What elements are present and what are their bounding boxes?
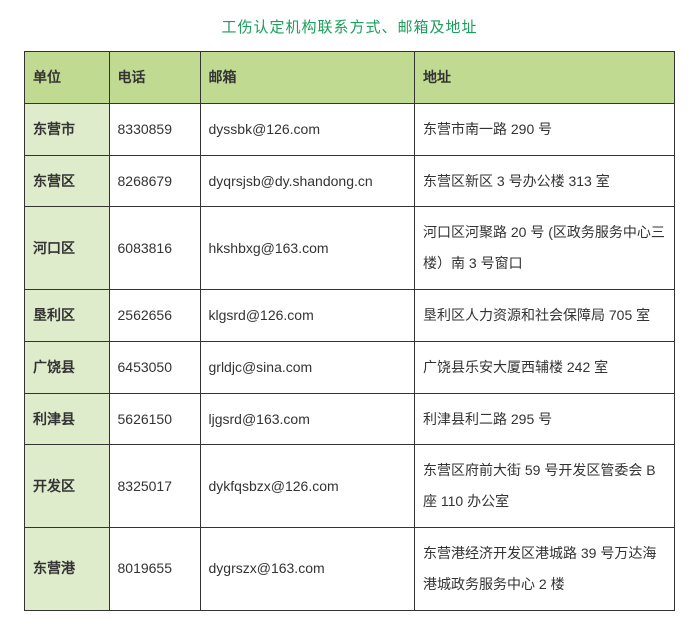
table-row: 东营港8019655dygrszx@163.com东营港经济开发区港城路 39 … (25, 527, 675, 610)
cell-address: 利津县利二路 295 号 (415, 393, 675, 445)
table-row: 开发区8325017dykfqsbzx@126.com东营区府前大街 59 号开… (25, 445, 675, 528)
page-title: 工伤认定机构联系方式、邮箱及地址 (24, 16, 675, 37)
cell-unit: 东营市 (25, 103, 110, 155)
table-header-row: 单位 电话 邮箱 地址 (25, 52, 675, 104)
cell-unit: 东营区 (25, 155, 110, 207)
cell-phone: 6083816 (109, 207, 200, 290)
cell-address: 东营区新区 3 号办公楼 313 室 (415, 155, 675, 207)
cell-unit: 利津县 (25, 393, 110, 445)
cell-address: 东营市南一路 290 号 (415, 103, 675, 155)
table-row: 河口区6083816hkshbxg@163.com河口区河聚路 20 号 (区政… (25, 207, 675, 290)
cell-address: 东营区府前大街 59 号开发区管委会 B 座 110 办公室 (415, 445, 675, 528)
cell-email: klgsrd@126.com (200, 289, 415, 341)
col-phone: 电话 (109, 52, 200, 104)
table-row: 东营市8330859dyssbk@126.com东营市南一路 290 号 (25, 103, 675, 155)
cell-unit: 开发区 (25, 445, 110, 528)
cell-address: 河口区河聚路 20 号 (区政务服务中心三楼）南 3 号窗口 (415, 207, 675, 290)
cell-phone: 8019655 (109, 527, 200, 610)
cell-email: dyqrsjsb@dy.shandong.cn (200, 155, 415, 207)
cell-email: dygrszx@163.com (200, 527, 415, 610)
col-address: 地址 (415, 52, 675, 104)
cell-unit: 垦利区 (25, 289, 110, 341)
cell-phone: 8268679 (109, 155, 200, 207)
cell-phone: 5626150 (109, 393, 200, 445)
cell-phone: 8330859 (109, 103, 200, 155)
cell-phone: 8325017 (109, 445, 200, 528)
col-unit: 单位 (25, 52, 110, 104)
cell-email: dykfqsbzx@126.com (200, 445, 415, 528)
table-row: 广饶县6453050grldjc@sina.com广饶县乐安大厦西辅楼 242 … (25, 341, 675, 393)
cell-address: 广饶县乐安大厦西辅楼 242 室 (415, 341, 675, 393)
cell-email: ljgsrd@163.com (200, 393, 415, 445)
cell-phone: 2562656 (109, 289, 200, 341)
cell-unit: 河口区 (25, 207, 110, 290)
table-row: 利津县5626150ljgsrd@163.com利津县利二路 295 号 (25, 393, 675, 445)
cell-phone: 6453050 (109, 341, 200, 393)
contact-table: 单位 电话 邮箱 地址 东营市8330859dyssbk@126.com东营市南… (24, 51, 675, 611)
cell-email: grldjc@sina.com (200, 341, 415, 393)
table-row: 垦利区2562656klgsrd@126.com垦利区人力资源和社会保障局 70… (25, 289, 675, 341)
cell-email: dyssbk@126.com (200, 103, 415, 155)
cell-unit: 广饶县 (25, 341, 110, 393)
cell-address: 垦利区人力资源和社会保障局 705 室 (415, 289, 675, 341)
table-row: 东营区8268679dyqrsjsb@dy.shandong.cn东营区新区 3… (25, 155, 675, 207)
cell-unit: 东营港 (25, 527, 110, 610)
col-email: 邮箱 (200, 52, 415, 104)
cell-email: hkshbxg@163.com (200, 207, 415, 290)
cell-address: 东营港经济开发区港城路 39 号万达海港城政务服务中心 2 楼 (415, 527, 675, 610)
